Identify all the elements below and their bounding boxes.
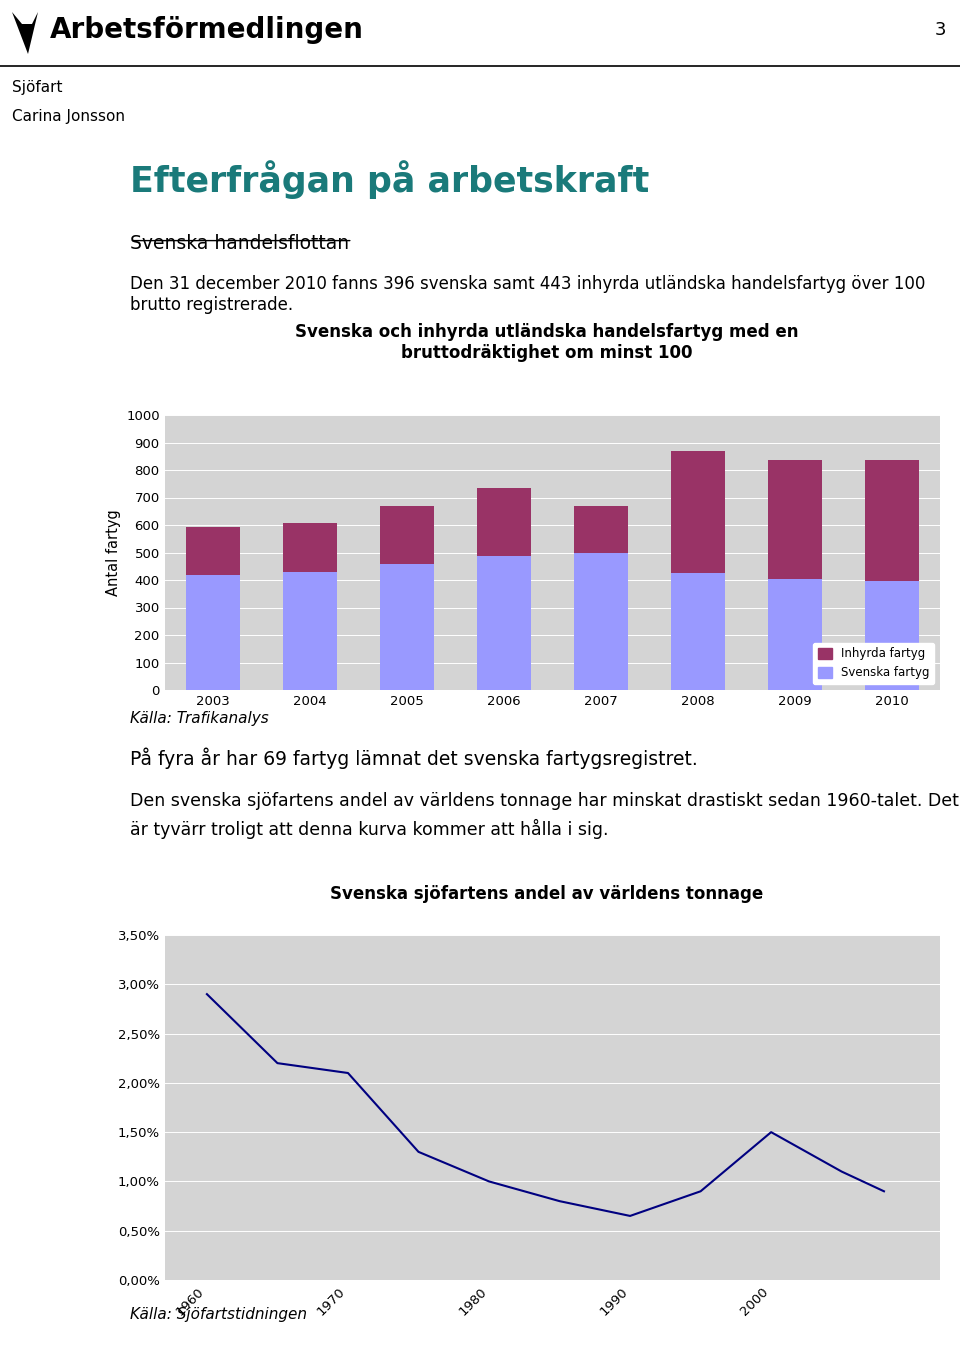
Bar bbox=[186, 527, 240, 575]
Text: Arbetsförmedlingen: Arbetsförmedlingen bbox=[50, 16, 364, 45]
Text: Carina Jonsson: Carina Jonsson bbox=[12, 108, 125, 123]
Bar bbox=[283, 572, 337, 690]
Text: Efterfrågan på arbetskraft: Efterfrågan på arbetskraft bbox=[130, 160, 649, 199]
Text: På fyra år har 69 fartyg lämnat det svenska fartygsregistret.: På fyra år har 69 fartyg lämnat det sven… bbox=[130, 748, 697, 769]
Bar bbox=[477, 488, 531, 556]
Bar bbox=[283, 523, 337, 572]
Y-axis label: Antal fartyg: Antal fartyg bbox=[106, 510, 121, 596]
Legend: Inhyrda fartyg, Svenska fartyg: Inhyrda fartyg, Svenska fartyg bbox=[813, 642, 934, 684]
Text: 3: 3 bbox=[934, 22, 946, 39]
Text: Svenska och inhyrda utländska handelsfartyg med en
bruttodräktighet om minst 100: Svenska och inhyrda utländska handelsfar… bbox=[296, 323, 799, 362]
Bar bbox=[865, 460, 919, 581]
Bar bbox=[380, 564, 434, 690]
Bar bbox=[865, 581, 919, 690]
Text: Sjöfart: Sjöfart bbox=[12, 80, 62, 95]
Bar bbox=[380, 506, 434, 564]
Bar bbox=[671, 573, 725, 690]
Polygon shape bbox=[12, 12, 38, 54]
Text: Den 31 december 2010 fanns 396 svenska samt 443 inhyrda utländska handelsfartyg : Den 31 december 2010 fanns 396 svenska s… bbox=[130, 274, 925, 314]
Bar bbox=[186, 575, 240, 690]
Bar bbox=[574, 553, 628, 690]
Text: Svenska sjöfartens andel av världens tonnage: Svenska sjöfartens andel av världens ton… bbox=[330, 886, 763, 903]
Bar bbox=[768, 580, 822, 690]
Text: Den svenska sjöfartens andel av världens tonnage har minskat drastiskt sedan 196: Den svenska sjöfartens andel av världens… bbox=[130, 792, 958, 840]
Bar bbox=[768, 460, 822, 580]
Text: Källa: Sjöfartstidningen: Källa: Sjöfartstidningen bbox=[130, 1306, 306, 1321]
Bar bbox=[671, 452, 725, 573]
Bar bbox=[477, 556, 531, 690]
Bar bbox=[574, 506, 628, 553]
Text: Svenska handelsflottan: Svenska handelsflottan bbox=[130, 234, 348, 253]
Text: Källa: Trafikanalys: Källa: Trafikanalys bbox=[130, 711, 269, 726]
